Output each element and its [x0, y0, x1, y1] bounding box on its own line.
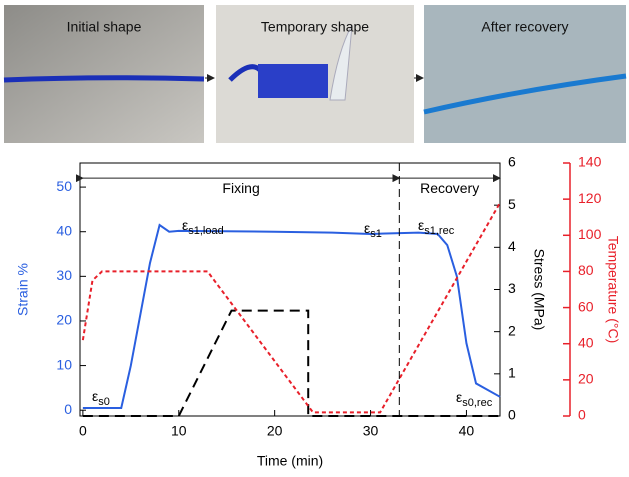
- annotation-symbol: ε: [182, 217, 188, 233]
- y3-tick-label: 80: [578, 262, 594, 278]
- series-line: [82, 223, 501, 409]
- annotation-symbol: ε: [418, 217, 424, 233]
- annotation-subscript: s1,rec: [424, 225, 454, 237]
- annotation-subscript: s1,load: [188, 225, 223, 237]
- y2-tick-label: 0: [508, 407, 516, 423]
- y3-tick-label: 20: [578, 371, 594, 387]
- y-axis-label: Strain %: [15, 263, 31, 316]
- y-tick-label: 50: [56, 178, 72, 194]
- annotation: εs1: [364, 220, 382, 240]
- series-line: [81, 202, 501, 414]
- strip: [423, 73, 627, 115]
- y3-tick-label: 60: [578, 298, 594, 314]
- annotation-subscript: s0: [98, 396, 110, 408]
- photo: [4, 5, 204, 143]
- annotation: εs0: [92, 388, 110, 408]
- y2-tick-label: 1: [508, 365, 516, 381]
- series-line: [82, 309, 500, 417]
- y3-tick-label: 140: [578, 154, 602, 170]
- y-tick-label: 20: [56, 312, 72, 328]
- y2-tick-label: 4: [508, 238, 516, 254]
- y-tick-label: 30: [56, 267, 72, 283]
- y-tick-label: 10: [56, 356, 72, 372]
- photo-label: Temporary shape: [261, 19, 369, 35]
- annotation: εs1,rec: [418, 217, 455, 237]
- plot-frame: [79, 162, 501, 417]
- y3-tick-label: 100: [578, 226, 602, 242]
- photo: [424, 5, 626, 143]
- annotation-symbol: ε: [456, 389, 462, 405]
- photo-label: Initial shape: [67, 19, 142, 35]
- phase-label: Fixing: [222, 180, 259, 196]
- x-tick-label: 30: [363, 423, 379, 439]
- y2-axis-label: Stress (MPa): [531, 249, 547, 331]
- coil: [258, 64, 328, 98]
- y3-tick-label: 0: [578, 407, 586, 423]
- annotation-subscript: s0,rec: [462, 397, 492, 409]
- y3-tick-label: 40: [578, 334, 594, 350]
- annotation: εs1,load: [182, 217, 224, 237]
- annotation-symbol: ε: [364, 220, 370, 236]
- x-tick-label: 40: [459, 423, 475, 439]
- y3-tick-label: 120: [578, 190, 602, 206]
- annotation-symbol: ε: [92, 388, 98, 404]
- annotation-subscript: s1: [370, 228, 382, 240]
- y2-tick-label: 5: [508, 196, 516, 212]
- photos: Initial shape Temporary shape After reco…: [3, 5, 627, 143]
- phase-label: Recovery: [420, 180, 479, 196]
- y2-tick-label: 6: [508, 154, 516, 170]
- x-tick-label: 20: [267, 423, 283, 439]
- y-tick-label: 0: [64, 401, 72, 417]
- y2-tick-label: 2: [508, 322, 516, 338]
- y-tick-label: 40: [56, 222, 72, 238]
- y3-axis-label: Temperature (°C): [605, 236, 621, 344]
- x-tick-label: 0: [79, 423, 87, 439]
- annotation: εs0,rec: [456, 389, 493, 409]
- photo-label: After recovery: [481, 19, 568, 35]
- strip: [3, 75, 205, 83]
- y2-tick-label: 3: [508, 280, 516, 296]
- x-axis-label: Time (min): [257, 453, 323, 469]
- x-tick-label: 10: [171, 423, 187, 439]
- film: [329, 24, 353, 101]
